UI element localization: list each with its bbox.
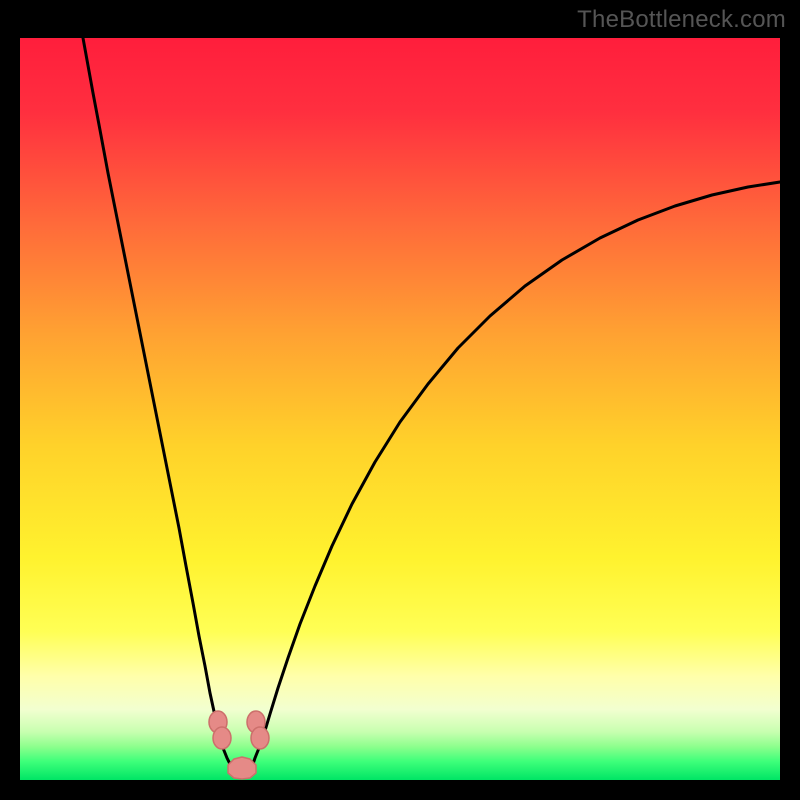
data-marker	[213, 727, 231, 749]
gradient-plot-area	[20, 38, 780, 780]
data-marker-blob	[228, 757, 256, 779]
watermark-text: TheBottleneck.com	[577, 6, 786, 34]
chart-frame: TheBottleneck.com	[0, 0, 800, 800]
data-marker	[251, 727, 269, 749]
bottleneck-curve-chart	[0, 0, 800, 800]
